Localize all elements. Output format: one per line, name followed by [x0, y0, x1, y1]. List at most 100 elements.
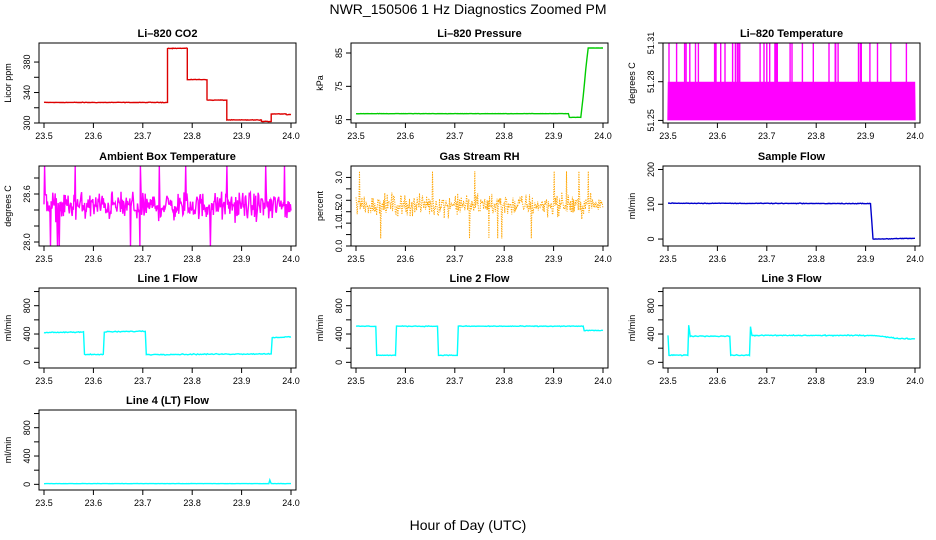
plot-frame	[38, 42, 297, 124]
plot-frame	[662, 42, 921, 124]
data-trace	[355, 47, 603, 119]
chart-panel-6: Line 1 Flow ml/min 23.5 23.6 23.7 23.8 23.9 24.…	[3, 273, 300, 386]
y-axis-label: degrees C	[627, 62, 637, 104]
y-tick-label: 380	[22, 55, 32, 70]
x-tick-label: 23.6	[709, 131, 727, 141]
x-tick-label: 23.8	[183, 498, 201, 508]
x-tick-label: 23.7	[134, 131, 152, 141]
page-title: NWR_150506 1 Hz Diagnostics Zoomed PM	[329, 1, 607, 17]
x-tick-label: 23.8	[807, 254, 825, 264]
x-tick-label: 23.6	[85, 376, 103, 386]
y-tick-label: 400	[646, 327, 656, 342]
plot-frame	[662, 287, 921, 369]
y-axis-label: ml/min	[3, 315, 13, 342]
y-tick-label: 0	[22, 360, 32, 365]
y-tick-label: 0	[334, 360, 344, 365]
x-tick-label: 23.9	[857, 376, 875, 386]
x-tick-label: 23.5	[35, 131, 53, 141]
x-tick-label: 24.0	[282, 376, 300, 386]
data-trace	[667, 202, 915, 241]
y-axis: 51.25 51.28 51.31	[646, 32, 663, 132]
x-tick-label: 23.6	[397, 131, 415, 141]
plot-frame	[662, 165, 921, 247]
y-tick-label: 2.0	[334, 194, 344, 207]
x-tick-label: 23.7	[446, 131, 464, 141]
y-tick-label: 800	[22, 298, 32, 313]
x-axis: 23.5 23.6 23.7 23.8 23.9 24.0	[347, 246, 612, 264]
y-axis: 0 400 800	[646, 291, 663, 365]
x-tick-label: 23.8	[495, 254, 513, 264]
x-tick-label: 24.0	[282, 498, 300, 508]
data-series	[667, 325, 916, 357]
y-tick-label: 1.0	[334, 217, 344, 230]
data-trace	[667, 325, 916, 357]
y-tick-label: 51.31	[646, 32, 656, 55]
y-axis: 0 400 800	[22, 413, 39, 487]
y-tick-label: 0	[646, 360, 656, 365]
data-trace	[43, 330, 292, 356]
y-tick-label: 51.28	[646, 70, 656, 93]
panel-title: Sample Flow	[758, 151, 826, 163]
y-tick-label: 85	[334, 48, 344, 58]
x-tick-label: 23.5	[35, 376, 53, 386]
x-tick-label: 24.0	[594, 131, 612, 141]
plot-frame	[350, 165, 609, 247]
chart-panel-7: Line 2 Flow ml/min 23.5 23.6 23.7 23.8 23.9 24.…	[315, 273, 612, 386]
panel-title: Line 2 Flow	[450, 273, 510, 285]
y-tick-label: 100	[646, 197, 656, 212]
y-tick-label: 65	[334, 115, 344, 125]
x-tick-label: 24.0	[594, 254, 612, 264]
x-tick-label: 23.5	[659, 131, 677, 141]
x-tick-label: 24.0	[906, 254, 924, 264]
y-tick-label: 28.0	[22, 233, 32, 251]
y-tick-label: 800	[22, 420, 32, 435]
data-series	[355, 171, 604, 239]
y-tick-label: 300	[22, 115, 32, 130]
data-series	[44, 477, 291, 485]
y-axis: 0.0 1.01.52.0 3.0	[334, 171, 351, 252]
x-tick-label: 23.8	[183, 376, 201, 386]
plot-frame	[350, 42, 609, 124]
y-tick-label: 0	[646, 237, 656, 242]
data-trace	[43, 47, 292, 123]
y-axis-label: kPa	[315, 75, 325, 91]
panel-title: Line 4 (LT) Flow	[126, 395, 209, 407]
data-series	[43, 330, 292, 356]
x-tick-label: 24.0	[282, 254, 300, 264]
x-tick-label: 23.8	[183, 131, 201, 141]
x-tick-label: 23.6	[397, 254, 415, 264]
y-axis: 28.0 28.6	[22, 177, 39, 251]
x-axis: 23.5 23.6 23.7 23.8 23.9 24.0	[35, 490, 300, 508]
x-tick-label: 23.9	[233, 131, 251, 141]
y-tick-label: 200	[646, 162, 656, 177]
x-axis: 23.5 23.6 23.7 23.8 23.9 24.0	[659, 123, 924, 141]
plot-frame	[38, 165, 297, 247]
data-series	[43, 47, 292, 123]
x-tick-label: 23.7	[758, 376, 776, 386]
x-tick-label: 23.8	[495, 131, 513, 141]
x-tick-label: 23.9	[233, 254, 251, 264]
y-tick-label: 800	[334, 298, 344, 313]
x-tick-label: 23.9	[233, 498, 251, 508]
y-axis-label: ml/min	[627, 315, 637, 342]
x-axis: 23.5 23.6 23.7 23.8 23.9 24.0	[35, 246, 300, 264]
x-axis: 23.5 23.6 23.7 23.8 23.9 24.0	[347, 123, 612, 141]
x-axis: 23.5 23.6 23.7 23.8 23.9 24.0	[659, 368, 924, 386]
x-tick-label: 23.5	[347, 254, 365, 264]
y-tick-label: 400	[22, 449, 32, 464]
x-tick-label: 23.5	[659, 376, 677, 386]
x-tick-label: 23.6	[709, 254, 727, 264]
y-tick-label: 3.0	[334, 171, 344, 184]
x-tick-label: 23.8	[183, 254, 201, 264]
panel-title: Gas Stream RH	[439, 151, 519, 163]
y-tick-label: 1.5	[334, 205, 344, 218]
panel-title: Li–820 Pressure	[437, 28, 521, 40]
x-tick-label: 23.5	[347, 376, 365, 386]
x-tick-label: 23.7	[134, 498, 152, 508]
x-tick-label: 24.0	[906, 131, 924, 141]
y-tick-label: 28.6	[22, 185, 32, 203]
y-axis-label: Licor ppm	[3, 63, 13, 103]
